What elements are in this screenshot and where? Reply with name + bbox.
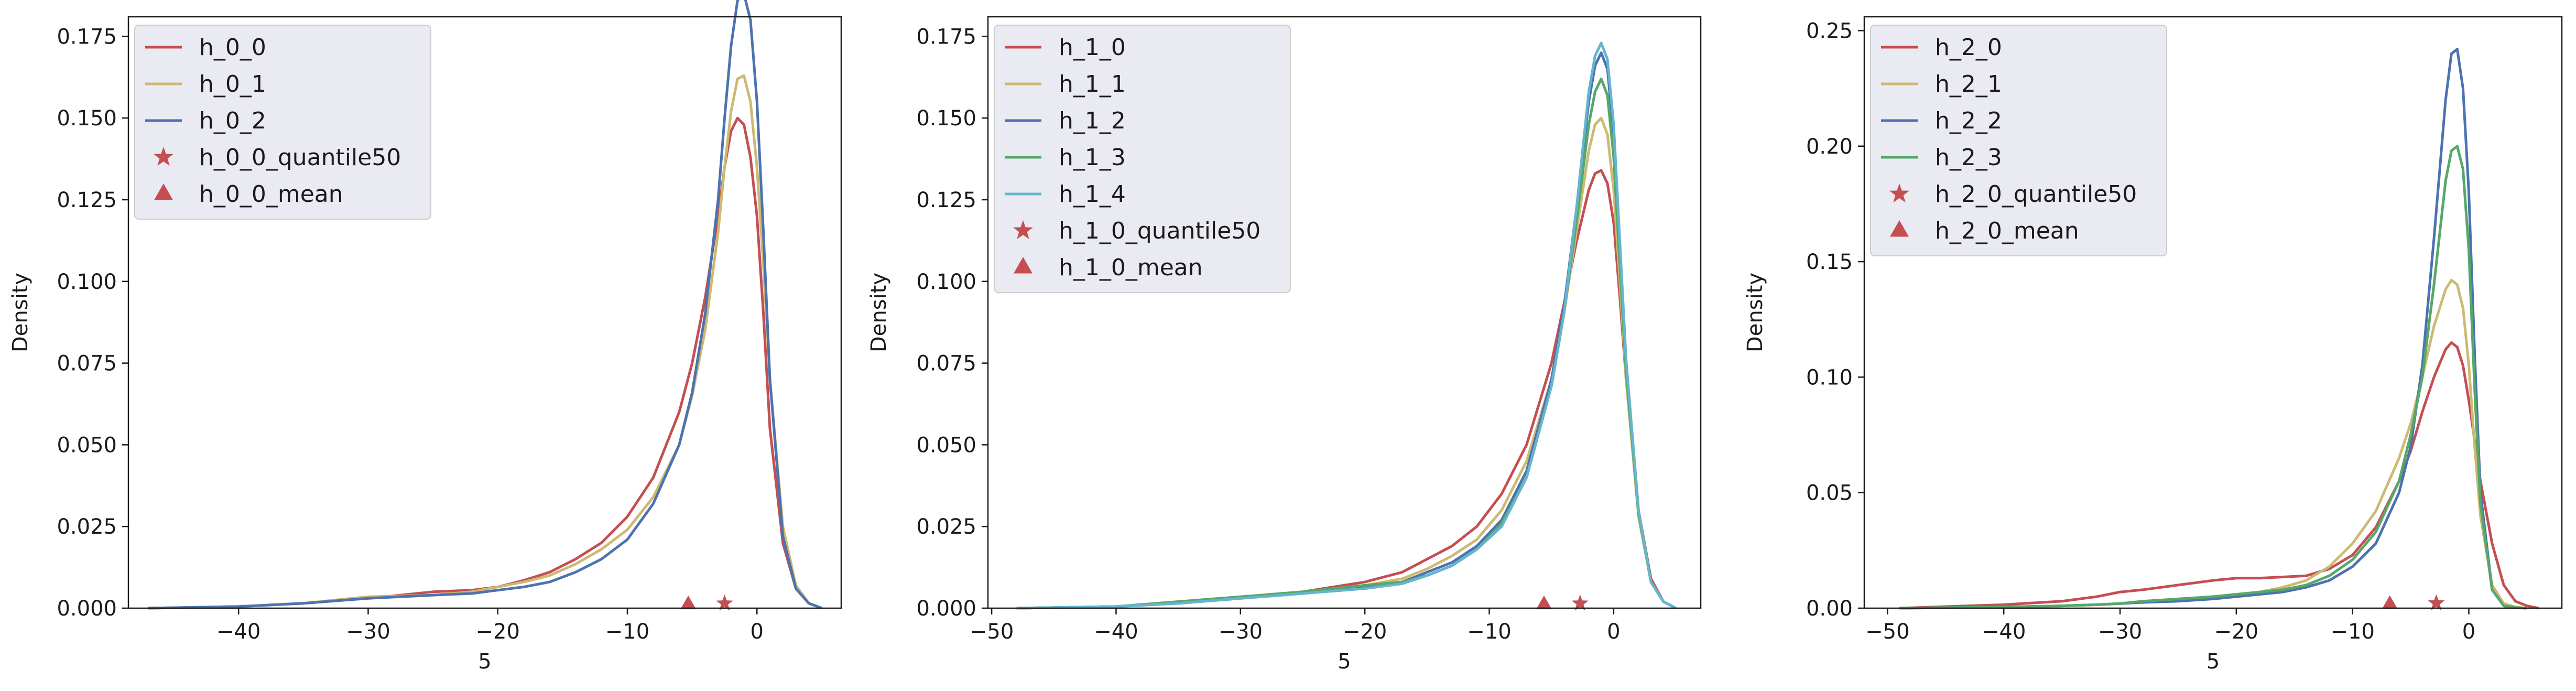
x-tick-label: −20 — [2214, 620, 2258, 644]
x-tick-label: −40 — [1094, 620, 1138, 644]
series-line-h_0_2 — [148, 0, 822, 610]
x-tick-label: 0 — [2462, 620, 2475, 644]
marker-h_0_0_quantile50 — [716, 594, 733, 611]
x-tick-label: −30 — [1219, 620, 1263, 644]
marker-h_1_0_quantile50 — [1571, 594, 1589, 611]
legend-label-h_0_0: h_0_0 — [199, 34, 266, 61]
legend: h_0_0 h_0_1 h_0_2 h_0_0_quantile50 h_0_0_mea… — [134, 25, 431, 220]
x-tick-label: 0 — [1607, 620, 1620, 644]
y-tick-label: 0.20 — [1806, 135, 1853, 159]
series-line-h_1_4 — [1016, 41, 1677, 610]
x-axis-label: 5 — [2207, 650, 2220, 674]
legend-label-h_1_3: h_1_3 — [1059, 144, 1126, 171]
subplot-1: −50 −40 −30 −20 −10 0 0.000 0.025 0.050 0.075 0.10… — [867, 16, 1702, 674]
x-tick-label: −20 — [476, 620, 520, 644]
legend-label-h_2_2: h_2_2 — [1935, 107, 2002, 134]
subplot-2: −50 −40 −30 −20 −10 0 0.00 0.05 0.10 0.15 0.20 0.25… — [1743, 16, 2563, 674]
y-tick-label: 0.15 — [1806, 250, 1853, 274]
y-tick-label: 0.075 — [57, 352, 117, 376]
legend-label-h_1_0_quantile50: h_1_0_quantile50 — [1059, 218, 1260, 244]
y-tick-label: 0.125 — [57, 188, 117, 212]
marker-h_2_0_mean — [2382, 595, 2398, 609]
x-tick-label: −10 — [2330, 620, 2374, 644]
legend-handle-h_1_0_mean — [1014, 257, 1032, 274]
y-tick-label: 0.000 — [916, 597, 976, 621]
legend-label-h_2_1: h_2_1 — [1935, 71, 2002, 98]
y-axis-label: Density — [867, 273, 891, 352]
legend-label-h_0_0_mean: h_0_0_mean — [199, 181, 343, 208]
legend-label-h_1_2: h_1_2 — [1059, 107, 1126, 134]
y-tick-label: 0.150 — [57, 106, 117, 131]
legend-handle-h_2_0_quantile50 — [1889, 183, 1909, 203]
y-tick-label: 0.175 — [57, 25, 117, 49]
legend-label-h_2_3: h_2_3 — [1935, 144, 2002, 171]
series-line-h_0_0 — [148, 116, 822, 610]
legend-box — [994, 25, 1291, 293]
legend-handle-h_1_0_quantile50 — [1013, 220, 1033, 240]
plot-frame — [987, 16, 1702, 609]
x-tick-label: −30 — [346, 620, 390, 644]
legend-label-h_2_0_quantile50: h_2_0_quantile50 — [1935, 181, 2137, 208]
x-tick-label: −40 — [216, 620, 260, 644]
y-tick-label: 0.025 — [57, 515, 117, 539]
x-tick-label: −30 — [2098, 620, 2142, 644]
plot-frame — [1863, 16, 2563, 609]
y-tick-label: 0.100 — [916, 270, 976, 294]
marker-h_1_0_mean — [1536, 595, 1552, 610]
legend: h_1_0 h_1_1 h_1_2 h_1_3 h_1_4 h_1_0_quantile5… — [994, 25, 1291, 293]
legend-label-h_1_0_mean: h_1_0_mean — [1059, 254, 1203, 281]
y-axis-label: Density — [1743, 273, 1767, 352]
series-line-h_2_1 — [1899, 278, 2527, 610]
series-line-h_2_0 — [1899, 341, 2539, 610]
series-line-h_2_3 — [1899, 145, 2527, 610]
legend: h_2_0 h_2_1 h_2_2 h_2_3 h_2_0_quantile50 h_2_… — [1870, 25, 2167, 256]
y-tick-label: 0.05 — [1806, 481, 1853, 505]
y-tick-label: 0.150 — [916, 106, 976, 131]
legend-box — [134, 25, 431, 220]
y-tick-label: 0.025 — [916, 515, 976, 539]
y-tick-label: 0.125 — [916, 188, 976, 212]
legend-handle-h_0_0_mean — [154, 183, 173, 200]
legend-box — [1870, 25, 2167, 256]
y-tick-label: 0.100 — [57, 270, 117, 294]
y-tick-label: 0.175 — [916, 25, 976, 49]
y-tick-label: 0.25 — [1806, 19, 1853, 43]
x-tick-label: 0 — [751, 620, 764, 644]
marker-h_0_0_mean — [680, 595, 697, 610]
legend-label-h_0_1: h_0_1 — [199, 71, 266, 98]
x-tick-label: −50 — [1865, 620, 1909, 644]
legend-handle-h_2_0_mean — [1890, 220, 1909, 237]
legend-label-h_1_1: h_1_1 — [1059, 71, 1126, 98]
legend-label-h_2_0: h_2_0 — [1935, 34, 2002, 61]
marker-h_2_0_quantile50 — [2428, 594, 2445, 611]
x-tick-label: −20 — [1343, 620, 1387, 644]
x-tick-label: −10 — [605, 620, 649, 644]
y-tick-label: 0.000 — [57, 597, 117, 621]
y-tick-label: 0.050 — [57, 433, 117, 457]
legend-handle-h_0_0_quantile50 — [154, 147, 173, 166]
y-tick-label: 0.050 — [916, 433, 976, 457]
legend-label-h_1_0: h_1_0 — [1059, 34, 1126, 61]
legend-label-h_0_2: h_0_2 — [199, 107, 266, 134]
plot-frame — [127, 16, 842, 609]
x-tick-label: −10 — [1467, 620, 1511, 644]
legend-label-h_2_0_mean: h_2_0_mean — [1935, 218, 2079, 244]
subplot-0: −40 −30 −20 −10 0 0.000 0.025 0.050 0.075 0.100 0.… — [8, 0, 842, 674]
x-tick-label: −40 — [1982, 620, 2026, 644]
legend-label-h_0_0_quantile50: h_0_0_quantile50 — [199, 144, 401, 171]
y-tick-label: 0.075 — [916, 352, 976, 376]
x-axis-label: 5 — [1338, 650, 1351, 674]
y-tick-label: 0.10 — [1806, 365, 1853, 390]
legend-label-h_1_4: h_1_4 — [1059, 181, 1126, 208]
y-tick-label: 0.00 — [1806, 597, 1853, 621]
y-axis-label: Density — [8, 273, 32, 352]
x-axis-label: 5 — [478, 650, 491, 674]
x-tick-label: −50 — [970, 620, 1014, 644]
